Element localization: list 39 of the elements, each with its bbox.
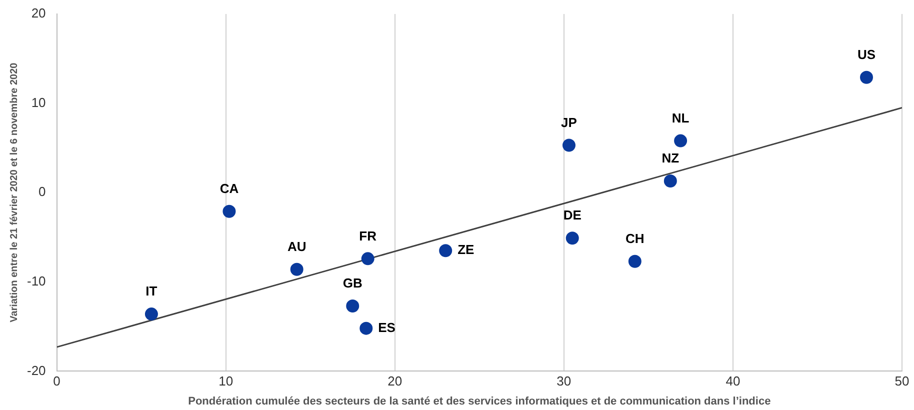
point bbox=[566, 232, 579, 245]
x-axis-title: Pondération cumulée des secteurs de la santé et des services informatiques et de communication dans l’indice bbox=[188, 395, 771, 408]
annotation: FR bbox=[359, 228, 378, 244]
point bbox=[346, 300, 360, 313]
point bbox=[562, 138, 576, 152]
annotation: US bbox=[857, 46, 876, 62]
y-tick-label: 10 bbox=[31, 94, 46, 110]
point bbox=[290, 262, 304, 276]
x-tick-label: 20 bbox=[388, 374, 402, 389]
annotation: JP bbox=[561, 114, 578, 130]
y-tick-label: -10 bbox=[26, 273, 46, 288]
x-tick-label: 10 bbox=[218, 374, 234, 389]
point bbox=[628, 254, 642, 268]
point bbox=[860, 70, 873, 84]
annotation: ES bbox=[378, 320, 396, 335]
annotation: CA bbox=[220, 180, 240, 196]
point bbox=[144, 308, 158, 321]
x-tick-label: 50 bbox=[894, 374, 910, 389]
annotation: IT bbox=[146, 284, 158, 299]
point bbox=[664, 174, 677, 188]
annotation: ZE bbox=[458, 242, 475, 258]
y-tick-label: 0 bbox=[38, 184, 46, 200]
y-tick-label: -20 bbox=[26, 362, 46, 378]
point bbox=[674, 134, 688, 148]
point bbox=[439, 244, 452, 258]
x-tick-label: 30 bbox=[556, 374, 572, 389]
point bbox=[222, 204, 236, 218]
annotation: GB bbox=[342, 276, 362, 291]
point bbox=[361, 252, 374, 266]
annotation: NZ bbox=[662, 150, 680, 166]
annotation: NL bbox=[672, 110, 690, 126]
annotation: CH bbox=[626, 230, 644, 246]
y-axis-title: Variation entre le 21 février 2020 et le 6 novembre 2020 bbox=[8, 62, 20, 322]
annotation: AU bbox=[287, 238, 306, 254]
x-tick-label: 0 bbox=[53, 374, 60, 389]
annotation: DE bbox=[563, 208, 582, 223]
x-tick-label: 40 bbox=[726, 374, 740, 389]
y-tick-label: 20 bbox=[31, 6, 46, 21]
point bbox=[360, 322, 373, 335]
